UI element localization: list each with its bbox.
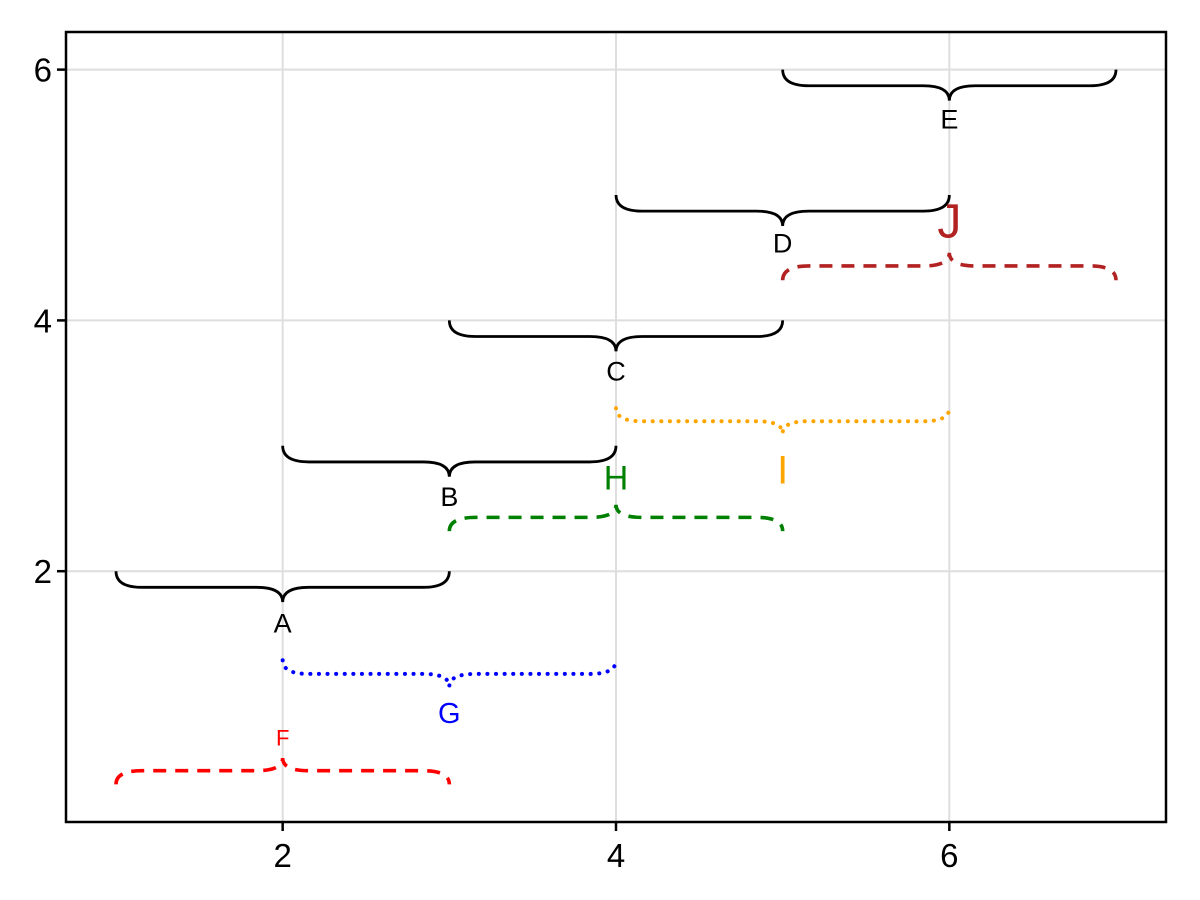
- y-tick-label-6: 6: [34, 52, 52, 89]
- x-tick-label-6: 6: [940, 837, 958, 874]
- brace-E: [781, 69, 1118, 101]
- brace-label-J: J: [937, 196, 961, 249]
- brace-H: [447, 504, 785, 532]
- brace-F: [114, 757, 452, 785]
- brace-B: [281, 445, 618, 477]
- brace-label-D: D: [773, 229, 793, 259]
- brace-label-G: G: [438, 698, 461, 730]
- brace-label-I: I: [777, 448, 788, 492]
- brace-I: [614, 406, 952, 434]
- y-tick-label-2: 2: [34, 553, 52, 590]
- brace-label-H: H: [604, 460, 629, 498]
- brace-label-B: B: [440, 482, 458, 512]
- brace-label-C: C: [606, 357, 626, 387]
- x-tick-label-4: 4: [607, 837, 625, 874]
- brace-A: [114, 571, 451, 603]
- brace-label-E: E: [940, 105, 958, 135]
- x-tick-label-2: 2: [273, 837, 291, 874]
- brace-J: [780, 252, 1118, 281]
- y-tick-label-4: 4: [34, 302, 52, 339]
- brace-label-F: F: [276, 726, 289, 751]
- brace-label-A: A: [274, 609, 292, 639]
- brace-D: [614, 194, 951, 227]
- brace-G: [280, 658, 618, 687]
